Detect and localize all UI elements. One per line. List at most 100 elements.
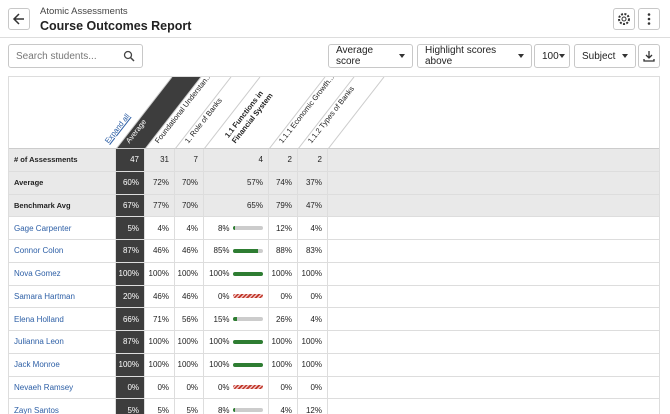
row-label: Benchmark Avg [9,194,116,218]
header-divider [144,77,202,149]
score-cell: 100% [175,331,204,354]
score-text: 100% [118,269,139,279]
score-cell: 67% [116,194,145,218]
row-bg [9,149,659,172]
score-text: 60% [122,178,139,188]
score-text: 20% [122,291,139,301]
score-bar-fill [232,248,259,253]
score-cell: 2 [269,149,298,172]
row-bg [9,194,659,218]
score-text: 0% [127,382,139,392]
download-button[interactable] [638,44,660,68]
score-text: 0% [217,291,230,301]
student-link[interactable]: Samara Hartman [9,285,116,309]
score-text: 87% [122,246,139,256]
score-text: 12% [275,223,292,233]
score-text: 100% [209,269,230,279]
score-text: 70% [181,200,198,210]
score-cell: 77% [145,194,175,218]
score-bar [232,294,263,299]
score-text: 0% [310,382,322,392]
score-cell: 100% [269,353,298,377]
score-cell: 20% [116,285,145,309]
score-text: 70% [181,178,198,188]
back-icon [12,13,24,25]
back-button[interactable] [8,8,30,30]
score-cell: 4% [145,217,175,240]
caret [399,54,405,58]
score-cell: 74% [269,171,298,195]
score-text: 100% [118,360,139,370]
header-divider [268,77,326,149]
group-select[interactable]: Subject [574,44,636,68]
score-cell: 8% [204,399,269,414]
score-bar-fill [232,362,263,367]
score-bar [232,248,263,253]
student-link[interactable]: Gage Carpenter [9,217,116,240]
student-link[interactable]: Nova Gomez [9,262,116,286]
score-text: 31 [160,155,169,165]
score-text: 83% [305,246,322,256]
caret [518,54,524,58]
score-text: 4% [310,314,322,324]
score-text: 0% [186,382,198,392]
score-text: 56% [181,314,198,324]
score-cell: 2 [298,149,328,172]
score-text: 100% [209,337,230,347]
score-text: 79% [275,200,292,210]
score-cell: 0% [298,376,328,400]
score-cell: 100% [204,262,269,286]
student-link[interactable]: Zayn Santos [9,399,116,414]
score-cell: 100% [175,353,204,377]
threshold-select[interactable]: 100 [534,44,570,68]
row-bg [9,285,659,309]
score-text: 100% [271,337,292,347]
score-text: 12% [305,405,322,414]
score-text: 2 [317,155,322,165]
select-text: Average score [336,45,374,67]
download-icon [643,51,655,62]
select-text: 100 [542,50,559,62]
score-cell: 31 [145,149,175,172]
student-link[interactable]: Elena Holland [9,308,116,331]
caret [622,54,628,58]
score-cell: 0% [175,376,204,400]
score-cell: 88% [269,240,298,263]
score-text: 47% [305,200,322,210]
student-link[interactable]: Julianna Leon [9,331,116,354]
score-text: 47 [130,155,139,165]
score-text: 67% [122,200,139,210]
settings-button[interactable] [613,8,635,30]
score-cell: 4% [298,217,328,240]
score-text: 71% [152,314,169,324]
score-cell: 4% [269,399,298,414]
score-text: 46% [181,246,198,256]
more-button[interactable] [638,8,660,30]
score-text: 100% [148,269,169,279]
score-text: 100% [271,269,292,279]
score-cell: 66% [116,308,145,331]
score-cell: 85% [204,240,269,263]
highlight-select[interactable]: Highlight scores above [417,44,532,68]
row-bg [9,399,659,414]
student-link[interactable]: Jack Monroe [9,353,116,377]
score-text: 26% [275,314,292,324]
search-input[interactable]: Search students... [8,44,143,68]
student-link[interactable]: Connor Colon [9,240,116,263]
header-divider [203,77,261,149]
score-text: 74% [275,178,292,188]
score-cell: 47 [116,149,145,172]
student-link[interactable]: Nevaeh Ramsey [9,376,116,400]
score-type-select[interactable]: Average score [328,44,413,68]
row-bg [9,217,659,240]
row-bg [9,240,659,263]
page-title: Course Outcomes Report [40,19,192,33]
score-bar-fill [232,408,235,413]
score-bar-fill [232,339,263,344]
score-cell: 100% [298,331,328,354]
app-name: Atomic Assessments [40,6,128,17]
score-text: 0% [157,382,169,392]
score-cell: 26% [269,308,298,331]
score-cell: 100% [175,262,204,286]
